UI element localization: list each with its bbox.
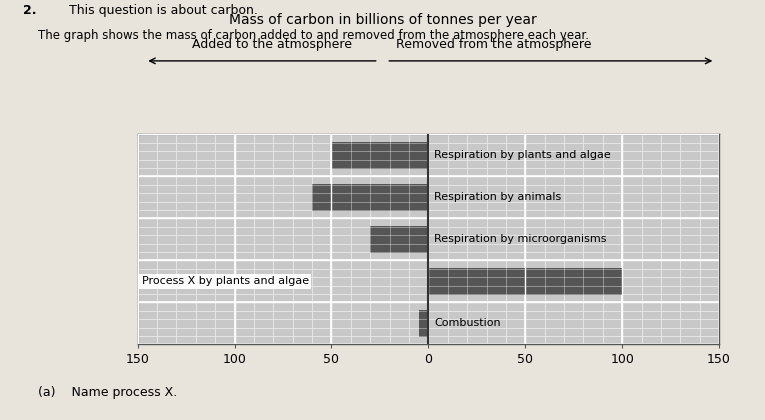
Bar bbox=[312, 184, 428, 211]
Bar bbox=[370, 226, 428, 253]
Text: 2.: 2. bbox=[23, 4, 37, 17]
Text: Respiration by plants and algae: Respiration by plants and algae bbox=[435, 150, 611, 160]
Bar bbox=[428, 268, 622, 295]
Text: Process X by plants and algae: Process X by plants and algae bbox=[142, 276, 309, 286]
Text: Respiration by microorganisms: Respiration by microorganisms bbox=[435, 234, 607, 244]
Text: This question is about carbon.: This question is about carbon. bbox=[69, 4, 258, 17]
Text: Respiration by animals: Respiration by animals bbox=[435, 192, 562, 202]
Text: The graph shows the mass of carbon added to and removed from the atmosphere each: The graph shows the mass of carbon added… bbox=[38, 29, 589, 42]
Text: (a)    Name process X.: (a) Name process X. bbox=[38, 386, 177, 399]
Text: Mass of carbon in billions of tonnes per year: Mass of carbon in billions of tonnes per… bbox=[229, 13, 536, 26]
Text: Combustion: Combustion bbox=[435, 318, 501, 328]
Bar bbox=[331, 142, 428, 169]
Text: Removed from the atmosphere: Removed from the atmosphere bbox=[396, 38, 591, 51]
Text: Added to the atmosphere: Added to the atmosphere bbox=[191, 38, 352, 51]
Bar bbox=[418, 310, 428, 337]
